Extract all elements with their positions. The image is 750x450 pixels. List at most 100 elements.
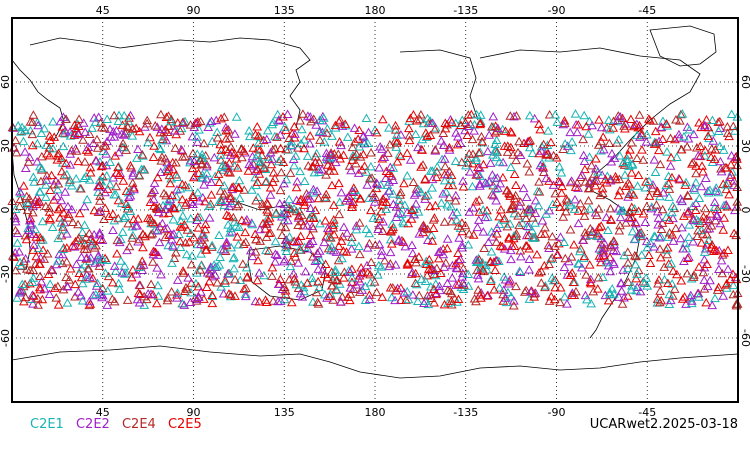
observation-marker [206,190,217,199]
observation-marker [76,290,86,300]
observation-marker [118,138,128,148]
observation-marker [44,131,55,140]
observation-marker [275,274,286,283]
observation-marker [650,167,661,177]
observation-marker [624,206,635,216]
observation-marker [172,293,182,302]
observation-marker [44,203,55,212]
observation-marker [581,121,592,131]
observation-marker [729,126,740,135]
observation-marker [607,284,618,293]
observation-marker [671,114,681,124]
observation-marker [175,242,186,252]
observation-marker [353,168,364,177]
observation-marker [100,141,111,150]
observation-marker [350,136,360,146]
observation-marker [463,269,474,278]
observation-marker [710,215,721,225]
observation-marker [381,197,392,206]
observation-marker [422,224,433,234]
observation-marker [215,150,226,159]
observation-marker [722,278,732,288]
observation-marker [285,261,296,271]
observation-marker [654,233,665,242]
observation-marker [291,182,302,192]
observation-marker [490,265,501,274]
observation-marker [273,156,284,166]
observation-marker [319,237,330,247]
observation-marker [703,131,713,140]
observation-marker [626,188,637,197]
observation-marker [472,270,483,279]
observation-marker [101,149,111,158]
observation-marker [552,197,562,207]
observation-marker [83,263,94,273]
observation-marker [390,120,401,130]
observation-marker [684,125,695,134]
observation-marker [361,167,372,176]
observation-marker [278,112,288,121]
observation-marker [118,130,129,139]
observation-marker [421,259,432,268]
observation-marker [182,225,193,234]
observation-marker [573,183,583,192]
observation-marker [165,178,176,188]
observation-marker [603,295,614,305]
observation-marker [650,231,661,241]
observation-marker [502,147,513,156]
observation-marker [48,143,58,153]
observation-marker [400,241,411,251]
observation-marker [341,247,352,256]
observation-marker [28,291,39,300]
observation-marker [76,183,86,193]
observation-marker [709,244,720,254]
observation-marker [258,135,269,145]
observation-marker [446,201,456,211]
observation-marker [373,260,384,270]
observation-marker [410,129,421,139]
observation-marker [484,130,495,139]
observation-marker [128,170,138,180]
observation-marker [691,214,702,224]
observation-marker [229,148,240,158]
observation-marker [469,120,480,129]
observation-marker [390,295,400,305]
observation-marker [633,206,644,215]
observation-marker [536,141,547,151]
observation-marker [458,263,469,273]
observation-marker [524,264,535,274]
observation-marker [111,181,121,191]
observation-marker [60,125,71,135]
observation-marker [713,126,724,136]
observation-marker [347,272,357,282]
observation-marker [399,288,410,297]
observation-marker [393,236,404,245]
observation-marker [355,268,366,278]
observation-marker [728,269,738,278]
observation-marker [242,271,253,281]
observation-marker [284,202,295,211]
observation-marker [220,278,231,287]
observation-marker [24,193,35,203]
observation-marker [478,159,489,169]
observation-marker [414,252,424,261]
observation-marker [380,173,391,183]
observation-marker [61,114,71,123]
observation-marker [725,172,735,181]
observation-marker [50,175,61,185]
observation-marker [309,167,320,177]
observation-marker [89,229,99,239]
observation-marker [177,298,188,308]
observation-marker [409,254,420,263]
observation-marker [27,277,38,286]
observation-marker [132,220,143,230]
observation-marker [15,186,25,196]
observation-marker [473,162,483,171]
observation-marker [508,199,519,209]
observation-marker [10,213,21,223]
observation-marker [225,193,236,203]
observation-marker [710,145,721,154]
observation-marker [578,150,589,160]
observation-marker [197,149,208,159]
observation-marker [167,258,177,267]
